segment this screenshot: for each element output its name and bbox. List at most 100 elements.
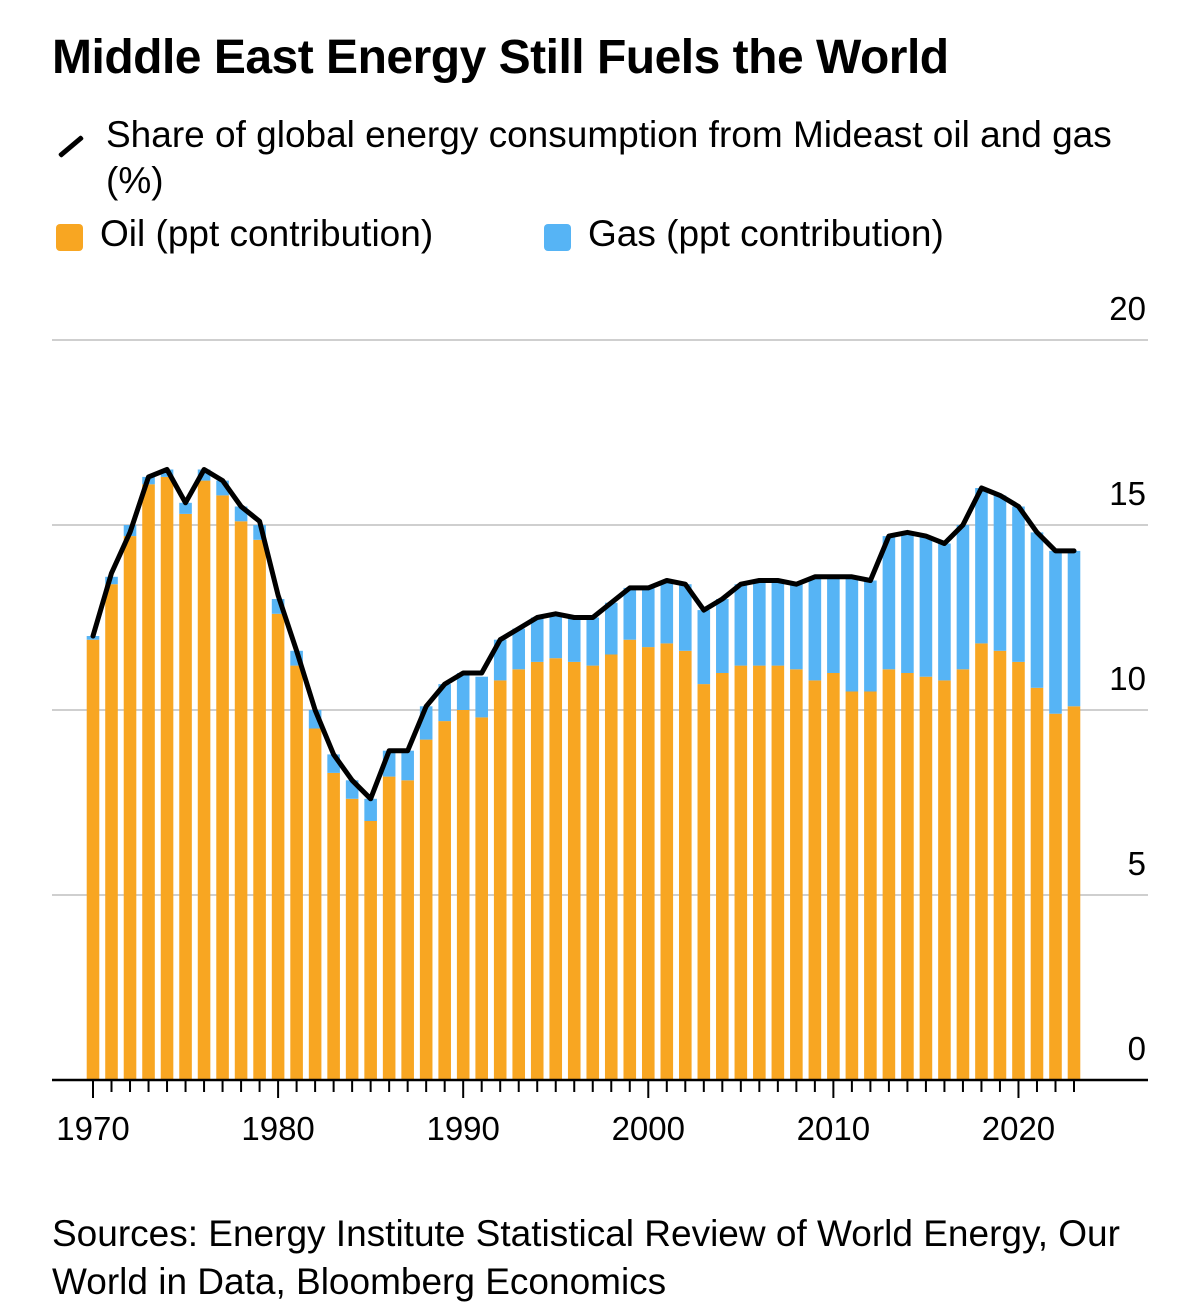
bar-gas-1975 <box>179 502 192 514</box>
legend-line-label: Share of global energy consumption from … <box>106 114 1112 201</box>
chart-title: Middle East Energy Still Fuels the World <box>52 31 949 84</box>
bar-oil-2011 <box>845 691 859 1080</box>
bar-gas-1985 <box>364 798 377 821</box>
x-tick-label-2000: 2000 <box>612 1110 685 1147</box>
bar-oil-2017 <box>956 669 970 1080</box>
y-axis-labels: 0 5 10 15 20 <box>1109 290 1146 1067</box>
bar-gas-2011 <box>845 576 859 692</box>
line-series <box>90 467 1077 802</box>
bar-oil-1991 <box>475 717 488 1080</box>
bar-gas-2021 <box>1030 532 1044 688</box>
bar-oil-1972 <box>123 536 137 1080</box>
bar-gas-2009 <box>808 576 822 681</box>
x-tick-label-2020: 2020 <box>982 1110 1055 1147</box>
source-note: Sources: Energy Institute Statistical Re… <box>52 1213 1120 1302</box>
bar-oil-1978 <box>234 521 248 1080</box>
bar-oil-2013 <box>882 669 896 1080</box>
bar-gas-2020 <box>1012 506 1025 662</box>
bar-oil-2003 <box>697 684 711 1080</box>
bar-oil-1982 <box>308 728 322 1080</box>
bar-oil-1970 <box>86 639 100 1080</box>
bar-oil-2007 <box>771 665 785 1080</box>
x-tick-label-1990: 1990 <box>426 1110 499 1147</box>
bar-gas-2004 <box>716 599 729 673</box>
legend-oil-label: Oil (ppt contribution) <box>100 213 434 254</box>
bar-oil-1992 <box>493 680 507 1080</box>
x-tick-label-2010: 2010 <box>797 1110 870 1147</box>
bar-oil-1988 <box>419 739 433 1080</box>
bar-oil-1999 <box>623 639 637 1080</box>
bar-oil-1973 <box>142 484 155 1080</box>
bar-gas-2015 <box>919 536 933 677</box>
bar-oil-2014 <box>901 673 914 1080</box>
bar-oil-2020 <box>1012 661 1025 1080</box>
bar-oil-2005 <box>734 665 748 1080</box>
gas-swatch-icon <box>544 224 571 251</box>
y-tick-label-5: 5 <box>1128 845 1146 882</box>
bar-oil-1983 <box>327 772 340 1080</box>
bar-series <box>86 469 1081 1081</box>
bar-oil-1975 <box>179 513 192 1080</box>
bar-oil-2008 <box>790 669 803 1080</box>
bar-oil-1986 <box>382 776 396 1080</box>
stacked-bar-line-chart: 1970 1980 1990 2000 2010 2020 0 5 10 15 20 <box>52 290 1148 1147</box>
x-tick-label-1970: 1970 <box>56 1110 129 1147</box>
bar-oil-2021 <box>1030 687 1044 1080</box>
bar-gas-1996 <box>567 617 581 662</box>
bar-oil-2000 <box>641 647 655 1080</box>
bar-oil-2016 <box>938 680 951 1080</box>
bar-oil-2002 <box>679 650 692 1080</box>
bar-oil-1971 <box>105 584 118 1080</box>
bar-oil-1997 <box>586 665 600 1080</box>
bar-gas-2022 <box>1049 550 1062 714</box>
y-tick-label-20: 20 <box>1109 290 1146 327</box>
bar-gas-1990 <box>456 673 470 710</box>
bar-gas-2010 <box>827 576 840 673</box>
bar-gas-2019 <box>993 495 1007 651</box>
bar-oil-1998 <box>604 654 618 1080</box>
bar-gas-1989 <box>438 684 451 722</box>
bar-gas-2012 <box>864 580 877 692</box>
bar-oil-1974 <box>160 476 174 1080</box>
y-tick-label-10: 10 <box>1109 660 1146 697</box>
bar-gas-1976 <box>197 469 211 481</box>
oil-swatch-icon <box>56 224 83 251</box>
bar-oil-1977 <box>216 495 229 1080</box>
legend-gas-label: Gas (ppt contribution) <box>588 213 944 254</box>
bar-oil-2019 <box>993 650 1007 1080</box>
bar-gas-2014 <box>901 532 914 673</box>
bar-gas-2000 <box>641 587 655 648</box>
bar-gas-2003 <box>697 610 711 685</box>
bar-oil-2010 <box>827 673 840 1080</box>
bar-oil-1984 <box>345 798 359 1080</box>
bar-oil-1989 <box>438 721 451 1080</box>
bar-oil-1996 <box>567 661 581 1080</box>
bar-gas-1994 <box>530 617 544 662</box>
bar-oil-1979 <box>253 539 266 1080</box>
bar-gas-1997 <box>586 617 600 666</box>
bar-oil-2006 <box>753 665 766 1080</box>
bar-gas-2016 <box>938 543 951 681</box>
bar-gas-1999 <box>623 587 637 640</box>
bar-oil-1993 <box>512 669 526 1080</box>
bar-gas-2001 <box>660 580 674 644</box>
bar-gas-1991 <box>475 676 488 718</box>
bar-gas-2007 <box>771 580 785 666</box>
y-tick-label-15: 15 <box>1109 475 1146 512</box>
bar-oil-2023 <box>1067 706 1081 1080</box>
bar-gas-1995 <box>549 613 563 659</box>
bar-oil-1985 <box>364 821 377 1080</box>
bar-oil-1994 <box>530 661 544 1080</box>
bar-oil-2022 <box>1049 713 1062 1080</box>
bar-gas-2023 <box>1067 550 1081 707</box>
bar-oil-1995 <box>549 658 563 1080</box>
bar-oil-2018 <box>975 643 988 1080</box>
bar-gas-2017 <box>956 525 970 670</box>
bar-gas-2013 <box>882 536 896 670</box>
bar-gas-2002 <box>679 584 692 651</box>
bar-oil-1980 <box>271 613 285 1080</box>
bar-oil-2015 <box>919 676 933 1080</box>
x-tick-label-1980: 1980 <box>241 1110 314 1147</box>
bar-oil-1981 <box>290 665 303 1080</box>
bar-gas-2018 <box>975 488 988 644</box>
